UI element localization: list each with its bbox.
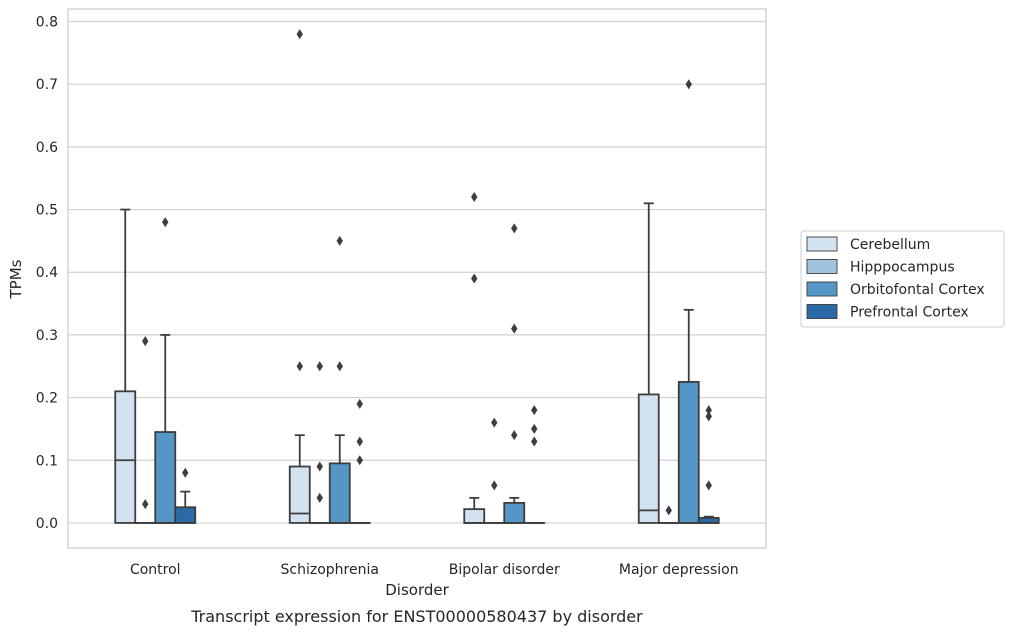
outlier-point	[491, 480, 498, 491]
outlier-point	[685, 79, 692, 90]
x-tick-labels: Control Schizophrenia Bipolar disorder Majo…	[130, 562, 739, 578]
legend-frame	[800, 230, 1005, 328]
outlier-point	[471, 192, 478, 203]
box-0-3	[637, 202, 660, 524]
box-2-3	[677, 79, 700, 524]
outlier-point	[296, 361, 303, 372]
y-tick-label: 0.3	[36, 328, 58, 344]
legend-swatch	[806, 236, 838, 252]
outlier-point	[142, 336, 149, 347]
box-body	[463, 508, 486, 524]
box-3-3	[697, 405, 720, 524]
y-tick-label: 0.6	[36, 140, 58, 156]
y-tick-label: 0.2	[36, 391, 58, 407]
outlier-point	[356, 398, 363, 409]
box-3-2	[523, 405, 546, 524]
outlier-point	[471, 273, 478, 284]
box-body	[174, 506, 197, 524]
legend-label: Hipppocampus	[850, 260, 955, 276]
outlier-point	[531, 423, 538, 434]
x-axis-label: Disorder	[385, 581, 449, 599]
outlier-point	[296, 29, 303, 40]
box-body	[114, 390, 137, 524]
legend-entries: Cerebellum Hipppocampus Orbitofontal Corte…	[806, 236, 985, 321]
legend-label: Prefrontal Cortex	[850, 305, 969, 321]
outlier-point	[356, 436, 363, 447]
outlier-point	[705, 411, 712, 422]
box-body	[637, 393, 660, 524]
outlier-point	[511, 430, 518, 441]
y-tick-label: 0.7	[36, 77, 58, 93]
outlier-point	[182, 467, 189, 478]
y-tick-label: 0.1	[36, 453, 58, 469]
chart-caption: Transcript expression for ENST0000058043…	[190, 607, 643, 626]
y-tick-label: 0.5	[36, 203, 58, 219]
box-1-0	[134, 336, 157, 524]
box-body	[503, 501, 526, 524]
outlier-point	[336, 361, 343, 372]
legend-swatch	[806, 259, 838, 274]
box-body	[677, 381, 700, 524]
outlier-point	[316, 361, 323, 372]
box-2-1	[328, 235, 351, 524]
outlier-point	[511, 223, 518, 234]
box-body	[154, 431, 177, 524]
outlier-point	[356, 455, 363, 466]
outlier-point	[162, 217, 169, 228]
legend-label: Cerebellum	[850, 237, 930, 253]
box-0-0	[114, 208, 137, 524]
outlier-point	[531, 436, 538, 447]
legend-swatch	[806, 281, 838, 297]
box-0-1	[288, 29, 311, 524]
box-2-2	[503, 223, 526, 524]
outlier-point	[531, 405, 538, 416]
box-1-2	[483, 417, 506, 524]
y-tick-label: 0.4	[36, 265, 58, 281]
x-tick-label: Bipolar disorder	[449, 562, 560, 578]
outlier-point	[705, 405, 712, 416]
box-3-0	[174, 467, 197, 524]
box-3-1	[348, 398, 371, 524]
box-1-1	[308, 361, 331, 524]
box-0-2	[463, 192, 486, 524]
y-tick-labels: 0.0 0.1 0.2 0.3 0.4 0.5 0.6 0.7 0.8	[36, 15, 58, 532]
outlier-point	[316, 461, 323, 472]
legend-swatch	[806, 304, 838, 319]
legend-label: Orbitofontal Cortex	[850, 282, 985, 298]
box-layer	[114, 29, 720, 524]
outlier-point	[142, 499, 149, 510]
outlier-point	[665, 505, 672, 516]
plot-frame	[67, 8, 767, 549]
box-2-0	[154, 217, 177, 524]
outlier-point	[511, 323, 518, 334]
y-tick-label: 0.8	[36, 15, 58, 31]
outlier-point	[491, 417, 498, 428]
x-tick-label: Control	[130, 562, 181, 578]
x-tick-label: Major depression	[619, 562, 739, 578]
box-body	[288, 465, 311, 524]
legend: Cerebellum Hipppocampus Orbitofontal Corte…	[800, 230, 1005, 328]
outlier-point	[336, 235, 343, 246]
y-axis-label: TPMs	[7, 259, 25, 299]
box-body	[328, 462, 351, 524]
box-1-3	[657, 505, 680, 524]
outlier-point	[316, 492, 323, 503]
gridlines	[68, 20, 766, 524]
outlier-point	[705, 480, 712, 491]
x-tick-label: Schizophrenia	[281, 562, 379, 578]
y-tick-label: 0.0	[36, 516, 58, 532]
